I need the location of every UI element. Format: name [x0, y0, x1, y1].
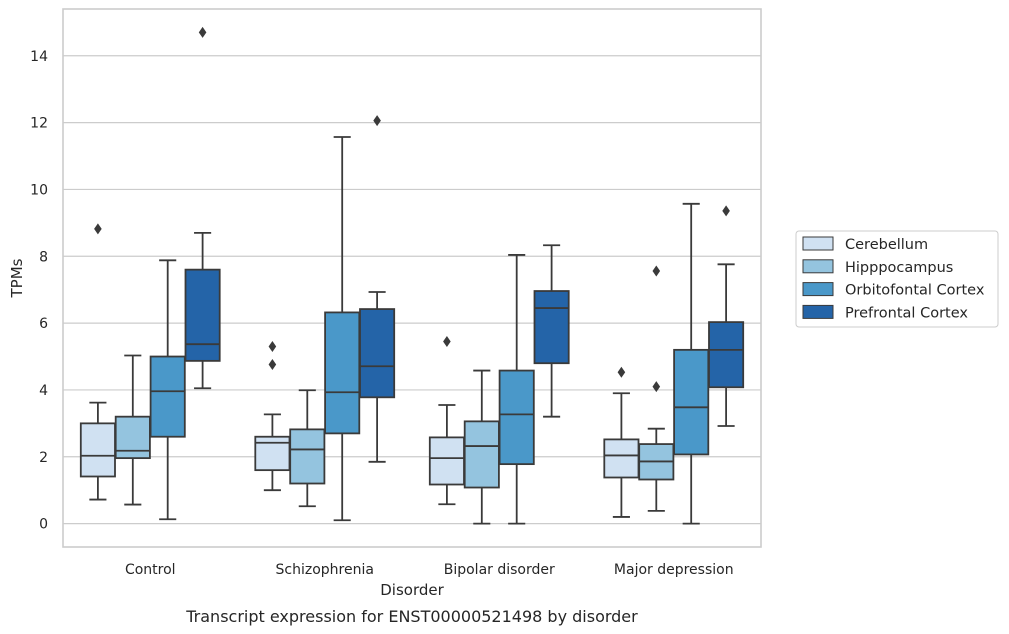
box-iqr [603, 438, 640, 479]
box-3-0 [603, 366, 640, 518]
box-2-3 [533, 244, 570, 418]
box-0-3 [184, 26, 221, 390]
legend-label: Prefrontal Cortex [845, 305, 968, 321]
box-iqr [498, 369, 535, 466]
box-iqr [324, 311, 361, 435]
chart-caption: Transcript expression for ENST0000052149… [185, 607, 638, 626]
y-tick-label: 14 [30, 49, 48, 65]
outlier-point [198, 26, 207, 38]
box-3-1 [638, 265, 675, 512]
box-2-2 [498, 254, 535, 525]
y-tick-label: 12 [30, 116, 48, 132]
box-iqr [533, 290, 570, 365]
outlier-point [268, 341, 277, 353]
box-iqr [463, 420, 500, 489]
y-tick-label: 8 [39, 249, 48, 265]
y-tick-label: 6 [39, 316, 48, 332]
box-iqr [289, 428, 326, 485]
legend-swatch [802, 282, 834, 297]
box-0-1 [114, 354, 151, 506]
box-2-0 [428, 335, 465, 506]
box-iqr [708, 321, 745, 389]
box-3-3 [708, 205, 745, 427]
y-axis-ticks: 0 2 4 6 8 10 12 14 [30, 49, 48, 533]
outlier-point [652, 381, 661, 393]
box-2-1 [463, 369, 500, 525]
box-iqr [79, 422, 116, 478]
outlier-point [443, 335, 451, 347]
legend-swatch [802, 236, 834, 251]
legend-swatch [802, 259, 834, 274]
box-0-2 [149, 259, 186, 521]
legend: Cerebellum Hipppocampus Orbitofontal Corte… [795, 230, 999, 328]
box-1-3 [359, 115, 396, 463]
outlier-point [652, 265, 661, 277]
box-1-0 [254, 341, 291, 492]
y-tick-label: 10 [30, 182, 48, 198]
box-iqr [184, 268, 221, 362]
box-iqr [114, 415, 151, 460]
outlier-point [94, 223, 102, 235]
legend-label: Orbitofontal Cortex [845, 283, 985, 299]
box-1-1 [289, 389, 326, 508]
x-tick-label: Major depression [614, 562, 734, 578]
box-iqr [428, 436, 465, 486]
box-3-2 [673, 202, 710, 525]
x-tick-label: Schizophrenia [276, 562, 374, 578]
x-tick-label: Control [125, 562, 176, 578]
y-tick-label: 2 [39, 450, 48, 466]
box-iqr [359, 308, 396, 399]
y-axis-label: TPMs [8, 258, 26, 298]
box-iqr [149, 355, 186, 438]
boxes [79, 26, 745, 525]
outlier-point [722, 205, 730, 217]
legend-swatch [802, 304, 834, 319]
outlier-point [617, 366, 626, 378]
outlier-point [268, 359, 277, 371]
x-axis-ticks: Control Schizophrenia Bipolar disorder Majo… [125, 562, 734, 578]
legend-label: Hipppocampus [845, 260, 953, 276]
legend-frame [795, 230, 999, 328]
legend-label: Cerebellum [845, 237, 928, 253]
y-tick-label: 4 [39, 383, 48, 399]
box-iqr [673, 348, 710, 456]
y-tick-label: 0 [39, 517, 48, 533]
x-tick-label: Bipolar disorder [444, 562, 555, 578]
box-0-0 [79, 223, 116, 501]
box-iqr [254, 435, 291, 472]
outlier-point [373, 115, 381, 127]
x-axis-label: Disorder [380, 581, 444, 599]
